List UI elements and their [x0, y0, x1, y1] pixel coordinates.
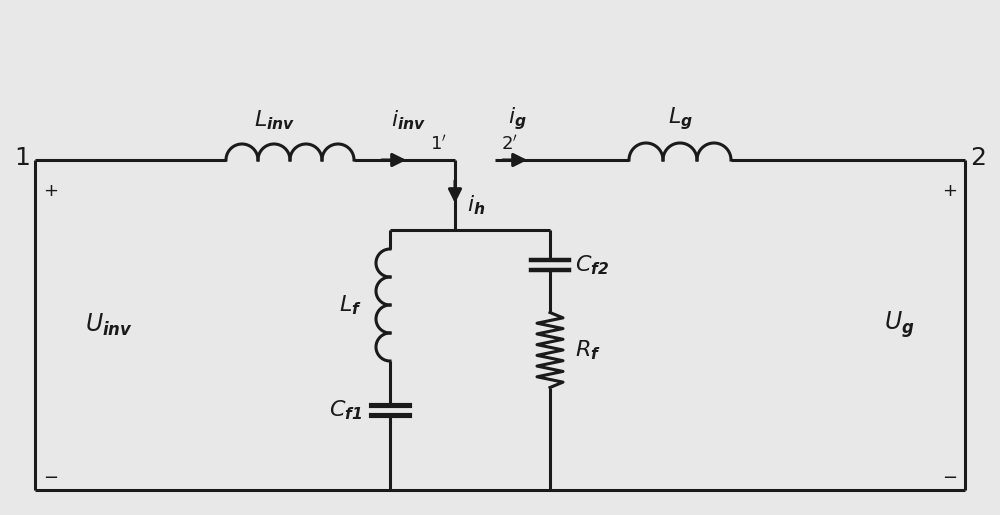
- Text: $L_\mathregular{f}$: $L_\mathregular{f}$: [339, 293, 362, 317]
- Text: $L_\mathregular{g}$: $L_\mathregular{g}$: [668, 105, 692, 132]
- Text: $C_\mathregular{f2}$: $C_\mathregular{f2}$: [575, 253, 609, 277]
- Text: $-$: $-$: [942, 467, 957, 485]
- Text: $+$: $+$: [942, 182, 957, 200]
- Text: $1'$: $1'$: [430, 135, 447, 154]
- Text: $U_\mathregular{inv}$: $U_\mathregular{inv}$: [85, 312, 133, 338]
- Text: $1$: $1$: [14, 146, 30, 170]
- Text: $L_\mathregular{inv}$: $L_\mathregular{inv}$: [254, 108, 296, 132]
- Text: $i_\mathregular{g}$: $i_\mathregular{g}$: [508, 105, 526, 132]
- Text: $-$: $-$: [43, 467, 58, 485]
- Text: $U_\mathregular{g}$: $U_\mathregular{g}$: [884, 310, 915, 340]
- Text: $+$: $+$: [43, 182, 58, 200]
- Text: $R_\mathregular{f}$: $R_\mathregular{f}$: [575, 338, 601, 362]
- Text: $2$: $2$: [970, 146, 986, 170]
- Text: $C_\mathregular{f1}$: $C_\mathregular{f1}$: [329, 398, 362, 422]
- Text: $i_\mathregular{inv}$: $i_\mathregular{inv}$: [391, 108, 427, 132]
- Text: $i_\mathregular{h}$: $i_\mathregular{h}$: [467, 193, 485, 217]
- Text: $2'$: $2'$: [501, 135, 518, 154]
